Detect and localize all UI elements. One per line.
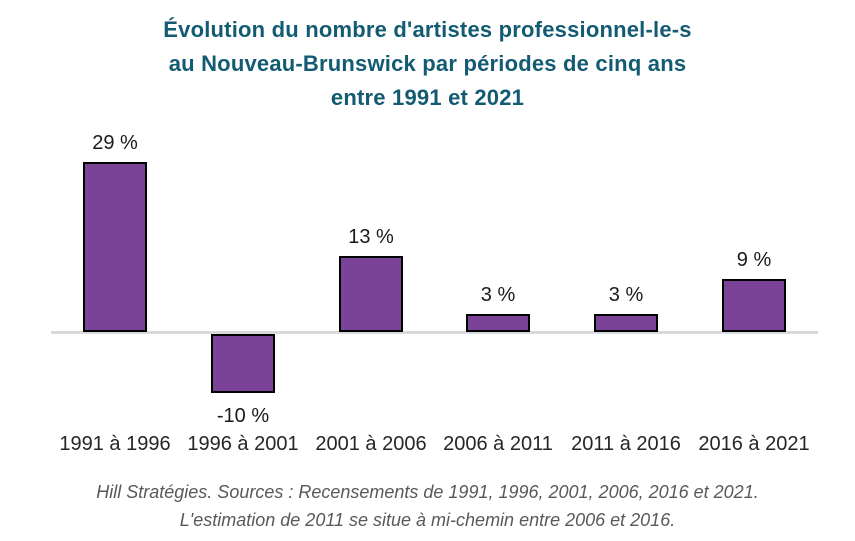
bar-value-label: 13 % <box>348 226 394 248</box>
chart-title: Évolution du nombre d'artistes professio… <box>0 13 855 115</box>
bar-value-label: 3 % <box>608 284 644 306</box>
bar-value-label: -10 % <box>216 405 270 427</box>
bar <box>594 314 658 332</box>
x-axis-label: 1996 à 2001 <box>187 433 299 455</box>
bar-chart: 29 % 1991 à 1996 -10 % 1996 à 2001 13 % 2001 … <box>0 120 855 465</box>
x-axis-label: 1991 à 1996 <box>59 433 171 455</box>
x-axis-label: 2006 à 2011 <box>443 433 553 455</box>
x-axis-line <box>51 331 818 334</box>
bar-value-label: 3 % <box>480 284 516 306</box>
source-note: Hill Stratégies. Sources : Recensements … <box>0 478 855 534</box>
chart-title-line-1: Évolution du nombre d'artistes professio… <box>163 17 692 42</box>
x-axis-label: 2016 à 2021 <box>698 433 810 455</box>
x-axis-label: 2001 à 2006 <box>315 433 427 455</box>
bar <box>466 314 530 332</box>
bar-value-label: 9 % <box>736 249 772 271</box>
x-axis-label: 2011 à 2016 <box>571 433 681 455</box>
bar <box>83 162 147 332</box>
bar-value-label: 29 % <box>92 132 138 154</box>
bar <box>722 279 786 332</box>
chart-title-line-3: entre 1991 et 2021 <box>330 85 525 110</box>
source-note-line-1: Hill Stratégies. Sources : Recensements … <box>96 482 759 502</box>
source-note-line-2: L'estimation de 2011 se situe à mi-chemi… <box>179 510 676 530</box>
bar <box>339 256 403 332</box>
bar <box>211 334 275 393</box>
chart-title-line-2: au Nouveau-Brunswick par périodes de cin… <box>168 51 687 76</box>
